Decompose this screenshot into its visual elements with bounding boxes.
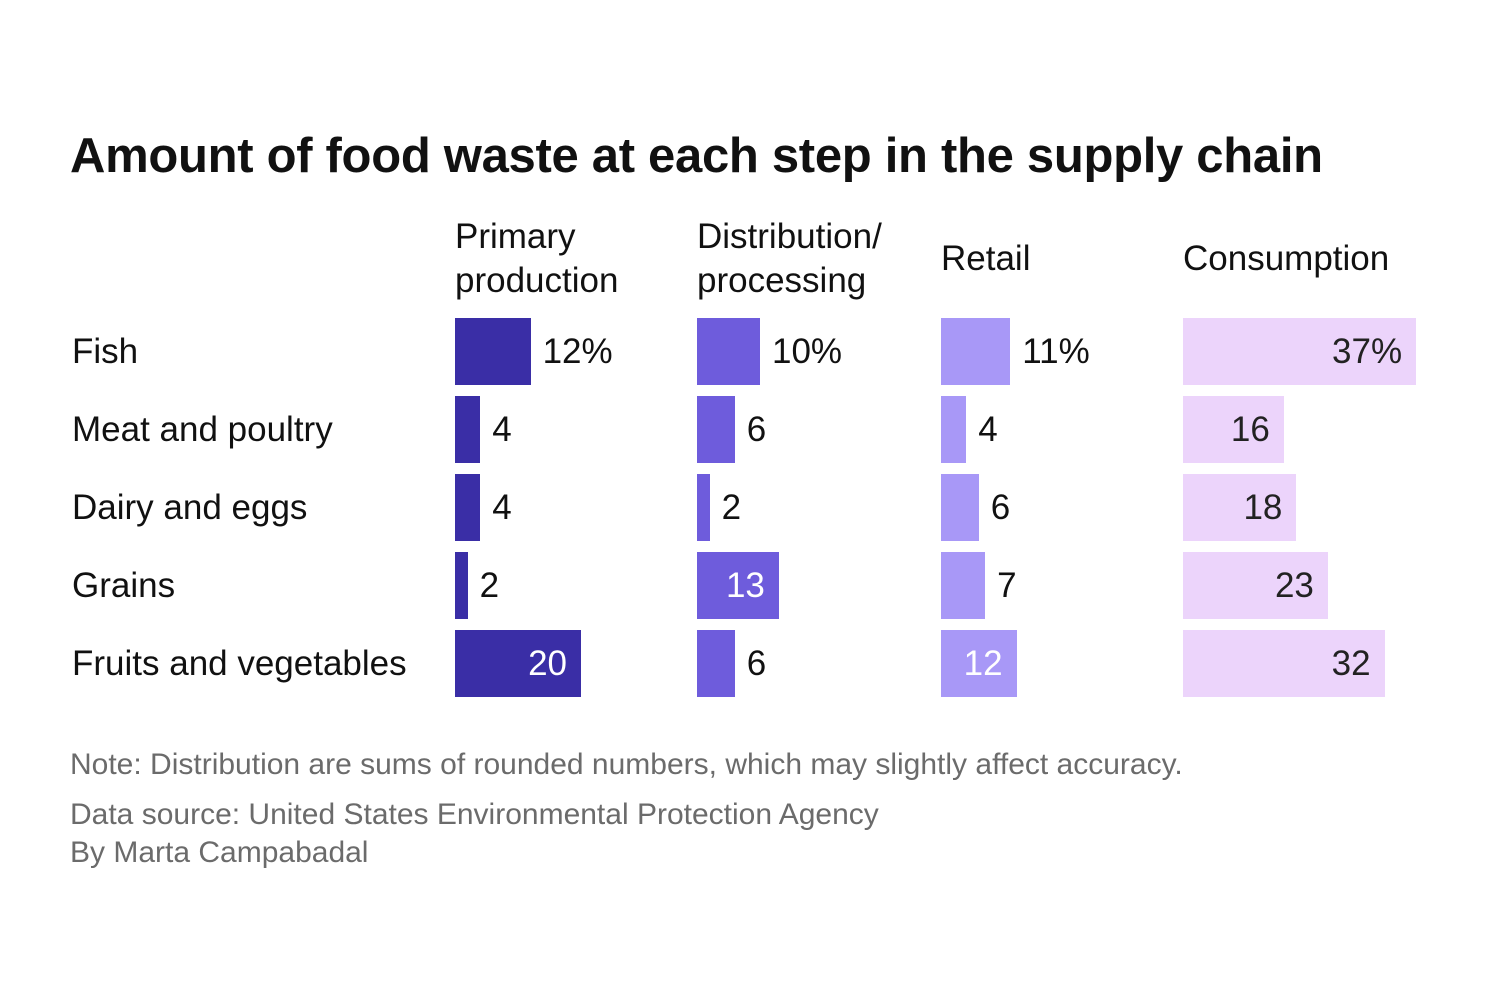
data-label: 2 — [721, 488, 742, 527]
bar — [455, 396, 481, 463]
bar — [1183, 630, 1385, 697]
bar — [455, 318, 531, 385]
byline: By Marta Campabadal — [70, 836, 369, 869]
bar — [455, 552, 468, 619]
bar — [697, 474, 710, 541]
data-label: 12 — [963, 644, 1003, 683]
bar — [1183, 318, 1417, 385]
data-label: 12% — [542, 332, 613, 371]
data-label: 18 — [1243, 488, 1283, 527]
bar — [1183, 396, 1284, 463]
bar — [941, 396, 967, 463]
note: Note: Distribution are sums of rounded n… — [70, 748, 1183, 781]
bar — [697, 552, 779, 619]
data-label: 32 — [1331, 644, 1371, 683]
bar — [697, 396, 735, 463]
data-label: 20 — [528, 644, 567, 683]
column-header: Retail — [941, 239, 1031, 278]
bar — [697, 318, 760, 385]
data-label: 4 — [978, 410, 998, 449]
data-source: Data source: United States Environmental… — [70, 798, 879, 831]
data-label: 2 — [479, 566, 500, 605]
row-label: Meat and poultry — [72, 410, 333, 449]
column-header: Primary production — [455, 217, 619, 300]
bar — [1183, 552, 1328, 619]
data-label: 6 — [746, 410, 767, 449]
bar — [697, 630, 735, 697]
bar — [941, 318, 1011, 385]
row-label: Grains — [72, 566, 176, 605]
data-label: 6 — [746, 644, 767, 683]
column-header: Distribution/ processing — [697, 217, 882, 300]
bar — [1183, 474, 1297, 541]
bar — [941, 630, 1017, 697]
chart-title: Amount of food waste at each step in the… — [70, 129, 1323, 183]
data-label: 11% — [1022, 332, 1090, 371]
data-label: 6 — [990, 488, 1011, 527]
data-label: 37% — [1332, 332, 1403, 371]
bar — [941, 552, 986, 619]
data-label: 23 — [1274, 566, 1314, 605]
data-label: 4 — [492, 488, 512, 527]
row-label: Dairy and eggs — [72, 488, 308, 527]
row-label: Fish — [72, 332, 139, 371]
bar — [455, 630, 581, 697]
data-label: 7 — [997, 566, 1017, 605]
bar — [941, 474, 979, 541]
data-label: 16 — [1230, 410, 1270, 449]
column-header: Consumption — [1183, 239, 1390, 278]
data-label: 4 — [492, 410, 512, 449]
bar — [455, 474, 481, 541]
data-label: 10% — [772, 332, 843, 371]
data-label: 13 — [725, 566, 765, 605]
row-label: Fruits and vegetables — [72, 644, 407, 683]
